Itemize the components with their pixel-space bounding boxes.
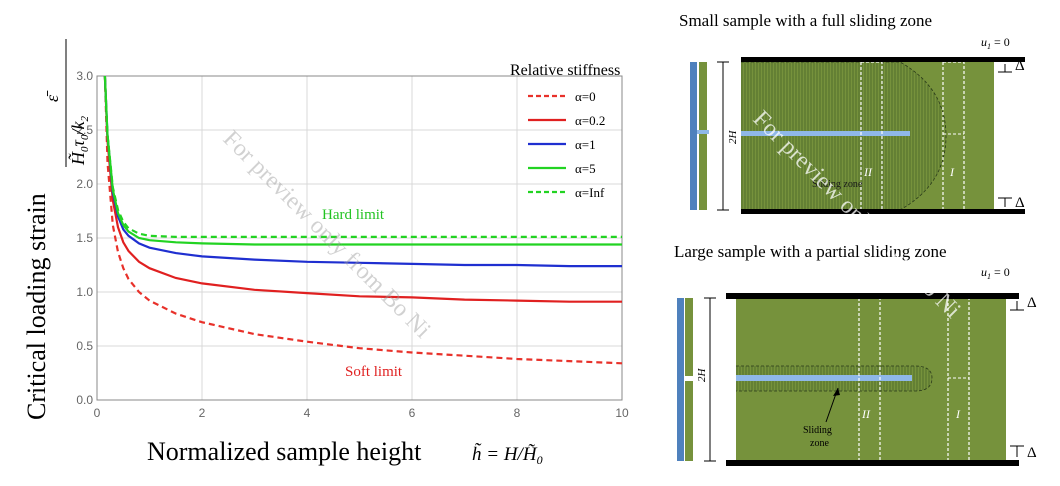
legend-items: α=0 α=0.2 α=1 α=5 α=Inf [528, 89, 605, 200]
small-top-plate [741, 57, 1025, 62]
series-line-0.2 [103, 75, 622, 303]
y-formula-numerator: ε̄ [42, 90, 62, 102]
small-side-green-bar [699, 62, 707, 210]
large-side-crack-marker [684, 376, 695, 381]
legend-title: Relative stiffness [510, 62, 620, 79]
y-axis-label-text: Critical loading strain [22, 193, 51, 420]
large-top-plate [726, 293, 1019, 299]
y-axis-formula: ε̄ H̃0τ0/k2 [42, 39, 91, 167]
x-axis-label: Normalized sample height [147, 437, 422, 466]
x-tick-label: 6 [409, 406, 416, 420]
large-sliding-label-1: Sliding [803, 425, 832, 436]
x-tick-label: 2 [199, 406, 206, 420]
large-bottom-plate [726, 460, 1019, 466]
series-line-inf [103, 75, 622, 238]
large-sample-diagram: Large sample with a partial sliding zone… [674, 242, 1037, 466]
chart-legend: Relative stiffness α=0 α=0.2 α=1 α=5 α=Inf [510, 62, 620, 200]
y-formula-denominator: H̃0τ0/k2 [68, 116, 91, 166]
large-sample-title: Large sample with a partial sliding zone [674, 242, 947, 261]
y-axis-label: Critical loading strain [22, 193, 51, 420]
small-bottom-plate [741, 209, 1025, 214]
soft-limit-annotation: Soft limit [345, 364, 403, 380]
x-tick-label: 8 [514, 406, 521, 420]
small-sample-diagram: Small sample with a full sliding zone u1… [679, 11, 1025, 214]
small-sample-u-label: u1 = 0 [981, 35, 1010, 51]
x-tick-label: 10 [615, 406, 629, 420]
small-height-label: 2H [727, 130, 739, 145]
small-crack [741, 131, 910, 136]
large-region-one-label: I [955, 407, 961, 421]
small-side-crack-marker [697, 130, 709, 134]
legend-label: α=0.2 [575, 113, 605, 128]
small-top-delta: Δ [1015, 58, 1025, 74]
large-crack [736, 375, 912, 381]
small-sample-title: Small sample with a full sliding zone [679, 11, 932, 30]
large-top-delta: Δ [1027, 295, 1037, 311]
large-region-two-label: II [861, 407, 871, 421]
y-tick-label: 2.0 [76, 177, 93, 191]
chart-series [103, 75, 623, 365]
y-tick-label: 0.5 [76, 339, 93, 353]
y-tick-label: 3.0 [76, 69, 93, 83]
y-tick-label: 1.0 [76, 285, 93, 299]
watermark-chart: For preview only from Bo Ni [218, 126, 436, 344]
small-side-blue-bar [690, 62, 697, 210]
large-height-label: 2H [696, 368, 708, 383]
large-sample-u-label: u1 = 0 [981, 265, 1010, 281]
x-axis-formula: h̃ = H/H̃0 [472, 443, 543, 467]
x-tick-label: 4 [304, 406, 311, 420]
legend-label: α=5 [575, 161, 596, 176]
y-tick-label: 2.5 [76, 123, 93, 137]
legend-label: α=0 [575, 89, 596, 104]
large-sliding-zone-outline [736, 365, 933, 392]
large-sliding-pointer-head [833, 388, 840, 396]
y-tick-label: 0.0 [76, 393, 93, 407]
small-bottom-delta: Δ [1015, 195, 1025, 211]
x-tick-label: 0 [94, 406, 101, 420]
hard-limit-annotation: Hard limit [322, 207, 385, 223]
large-sliding-label-2: zone [810, 438, 829, 449]
large-side-blue-bar [677, 298, 684, 461]
small-sliding-label: Sliding zone [812, 179, 863, 190]
chart-tick-labels: 0 2 4 6 8 10 0.0 0.5 1.0 1.5 2.0 2.5 3.0 [76, 69, 629, 420]
legend-label: α=1 [575, 137, 596, 152]
series-line-0 [103, 75, 623, 365]
critical-strain-chart: 0 2 4 6 8 100.00.51.01.52.02.53.0 Hard limit … [22, 39, 629, 467]
small-region-one-label: I [949, 165, 955, 179]
small-region-two-label: II [863, 165, 873, 179]
y-tick-label: 1.5 [76, 231, 93, 245]
large-bottom-delta: Δ [1027, 445, 1037, 461]
legend-label: α=Inf [575, 185, 605, 200]
small-sliding-zone-outline [741, 61, 947, 211]
